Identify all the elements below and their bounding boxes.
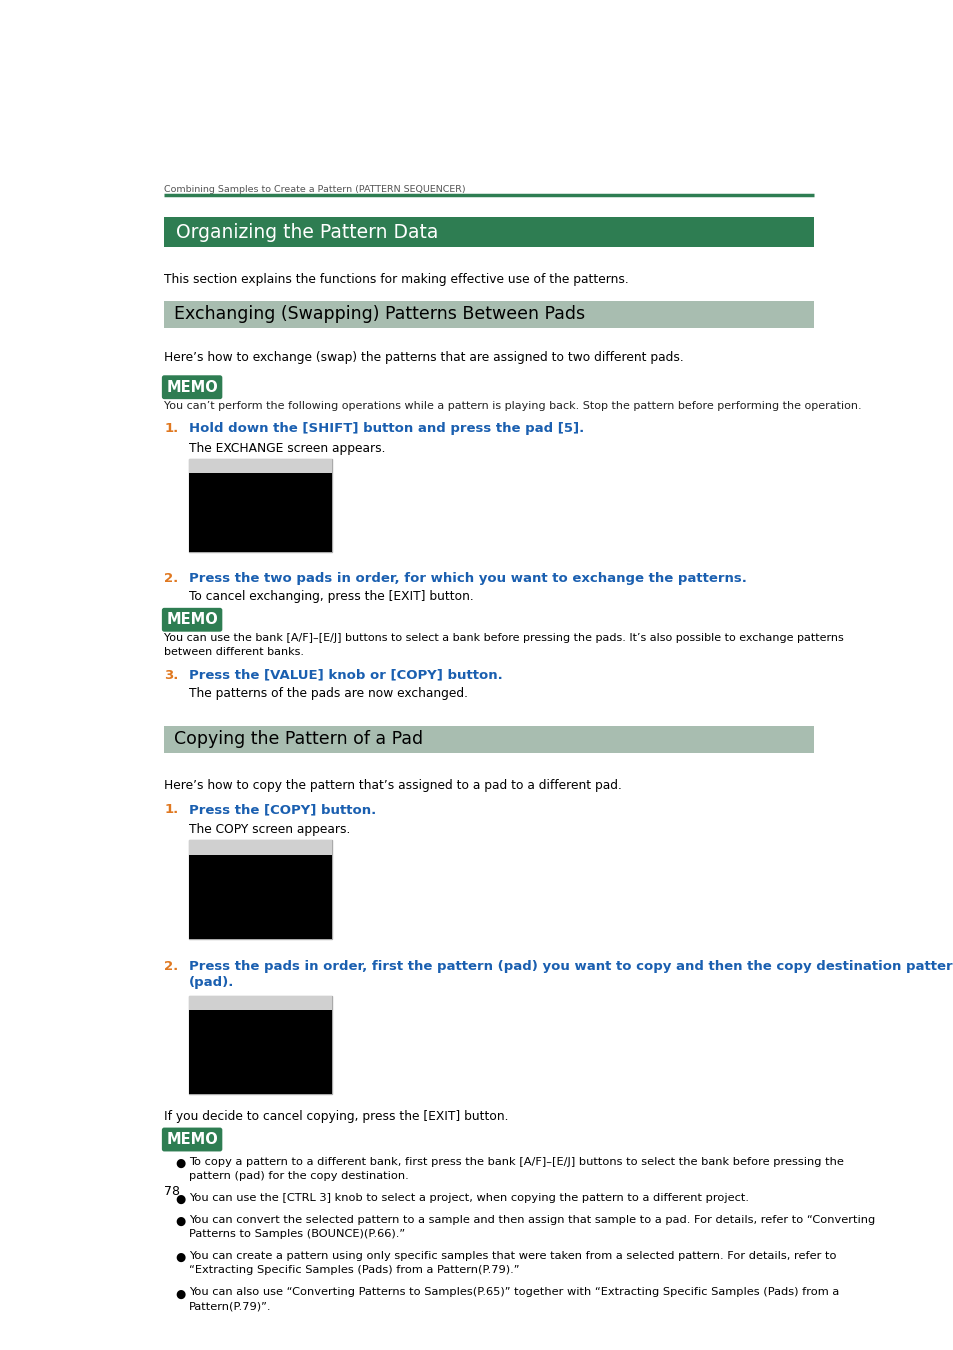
Text: 2.: 2. — [164, 960, 178, 973]
Text: Here’s how to copy the pattern that’s assigned to a pad to a different pad.: Here’s how to copy the pattern that’s as… — [164, 779, 621, 791]
Text: P-01: P-01 — [296, 1025, 315, 1033]
Text: PATTERN: PATTERN — [281, 1014, 315, 1022]
Bar — [189, 840, 332, 855]
Text: You can create a pattern using only specific samples that were taken from a sele: You can create a pattern using only spec… — [189, 1251, 836, 1261]
Text: Copying the Pattern of a Pad: Copying the Pattern of a Pad — [173, 730, 422, 748]
Text: The EXCHANGE screen appears.: The EXCHANGE screen appears. — [189, 443, 385, 455]
Text: ●: ● — [174, 1215, 185, 1228]
FancyBboxPatch shape — [162, 1127, 222, 1152]
Bar — [189, 855, 332, 940]
Text: Press the [COPY] button.: Press the [COPY] button. — [189, 803, 375, 817]
Text: PATTERN: PATTERN — [206, 857, 240, 867]
Text: BPM  B5: BPM B5 — [195, 842, 233, 852]
Text: EXCHANGE: EXCHANGE — [283, 462, 325, 470]
Text: 2.: 2. — [164, 571, 178, 585]
Text: You can’t perform the following operations while a pattern is playing back. Stop: You can’t perform the following operatio… — [164, 401, 861, 410]
Text: MEMO: MEMO — [166, 613, 217, 628]
Bar — [164, 726, 813, 753]
Text: PATTERN: PATTERN — [206, 1014, 240, 1022]
Bar — [189, 840, 332, 940]
Text: Patterns to Samples (BOUNCE)(P.66).”: Patterns to Samples (BOUNCE)(P.66).” — [189, 1230, 405, 1239]
Text: MEMO: MEMO — [166, 1133, 217, 1147]
Text: 1.: 1. — [164, 423, 178, 435]
Text: ●: ● — [174, 1251, 185, 1264]
Text: You can use the bank [A/F]–[E/J] buttons to select a bank before pressing the pa: You can use the bank [A/F]–[E/J] buttons… — [164, 633, 843, 643]
Text: Combining Samples to Create a Pattern (PATTERN SEQUENCER): Combining Samples to Create a Pattern (P… — [164, 185, 465, 194]
Bar — [189, 474, 332, 552]
Text: A2 ◆ A8: A2 ◆ A8 — [202, 498, 319, 526]
Text: If you decide to cancel copying, press the [EXIT] button.: If you decide to cancel copying, press t… — [164, 1110, 508, 1123]
Text: BPM  B5: BPM B5 — [195, 998, 233, 1007]
Text: BPM  B4: BPM B4 — [195, 462, 233, 470]
Text: This section explains the functions for making effective use of the patterns.: This section explains the functions for … — [164, 273, 628, 286]
Text: Organizing the Pattern Data: Organizing the Pattern Data — [175, 223, 437, 242]
Text: ●: ● — [174, 1193, 185, 1206]
Bar — [189, 459, 332, 474]
Text: COPY: COPY — [304, 842, 325, 852]
Text: MEMO: MEMO — [166, 379, 217, 394]
Text: (pad).: (pad). — [189, 976, 234, 990]
Text: pattern (pad) for the copy destination.: pattern (pad) for the copy destination. — [189, 1170, 408, 1181]
Text: “Extracting Specific Samples (Pads) from a Pattern(P.79).”: “Extracting Specific Samples (Pads) from… — [189, 1265, 519, 1276]
Text: PATTERN: PATTERN — [281, 857, 315, 867]
Text: You can use the [CTRL 3] knob to select a project, when copying the pattern to a: You can use the [CTRL 3] knob to select … — [189, 1193, 748, 1203]
Bar — [189, 459, 332, 552]
Text: You can convert the selected pattern to a sample and then assign that sample to : You can convert the selected pattern to … — [189, 1215, 874, 1224]
Text: Press the two pads in order, for which you want to exchange the patterns.: Press the two pads in order, for which y… — [189, 571, 746, 585]
Bar — [189, 1010, 332, 1095]
Bar — [189, 996, 332, 1095]
Text: Press the pads in order, first the pattern (pad) you want to copy and then the c: Press the pads in order, first the patte… — [189, 960, 953, 973]
Text: COPY: COPY — [304, 998, 325, 1007]
Text: You can also use “Converting Patterns to Samples(P.65)” together with “Extractin: You can also use “Converting Patterns to… — [189, 1288, 839, 1297]
Text: To copy a pattern to a different bank, first press the bank [A/F]–[E/J] buttons : To copy a pattern to a different bank, f… — [189, 1157, 843, 1166]
Text: The COPY screen appears.: The COPY screen appears. — [189, 824, 350, 837]
Text: Here’s how to exchange (swap) the patterns that are assigned to two different pa: Here’s how to exchange (swap) the patter… — [164, 351, 683, 364]
Text: To cancel exchanging, press the [EXIT] button.: To cancel exchanging, press the [EXIT] b… — [189, 590, 474, 603]
Text: ●: ● — [174, 1288, 185, 1300]
Text: 78: 78 — [164, 1184, 180, 1197]
Bar — [164, 301, 813, 328]
Text: The patterns of the pads are now exchanged.: The patterns of the pads are now exchang… — [189, 687, 468, 701]
Text: Exchanging (Swapping) Patterns Between Pads: Exchanging (Swapping) Patterns Between P… — [173, 305, 584, 324]
Bar — [189, 996, 332, 1010]
FancyBboxPatch shape — [162, 375, 222, 400]
Text: between different banks.: between different banks. — [164, 647, 304, 657]
Text: Press the [VALUE] knob or [COPY] button.: Press the [VALUE] knob or [COPY] button. — [189, 668, 502, 682]
Bar — [164, 216, 813, 247]
Text: Pattern(P.79)”.: Pattern(P.79)”. — [189, 1301, 272, 1312]
Text: 1.: 1. — [164, 803, 178, 817]
FancyBboxPatch shape — [162, 608, 222, 632]
Text: I1▶▶I2: I1▶▶I2 — [211, 1046, 311, 1075]
Text: --▶▶--: --▶▶-- — [223, 895, 298, 915]
Text: 3.: 3. — [164, 668, 178, 682]
Text: ●: ● — [174, 1157, 185, 1170]
Text: P-01: P-01 — [296, 868, 315, 878]
Text: Hold down the [SHIFT] button and press the pad [5].: Hold down the [SHIFT] button and press t… — [189, 423, 583, 435]
